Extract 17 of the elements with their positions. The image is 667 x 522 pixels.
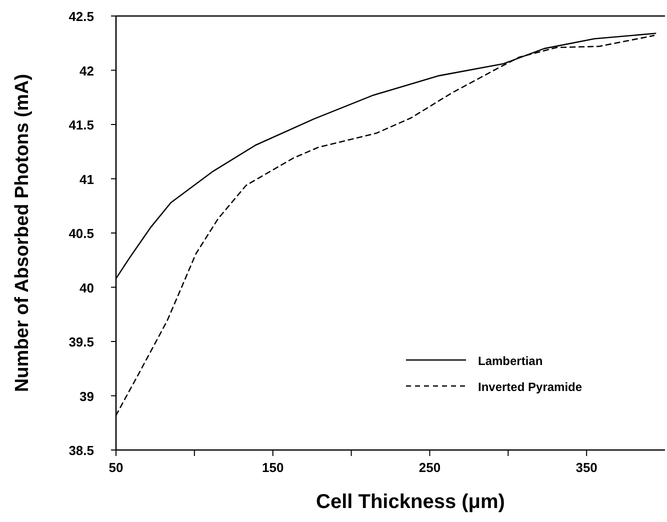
x-tick-label: 50 <box>108 460 124 475</box>
x-tick-label: 250 <box>418 460 441 475</box>
y-tick-label: 41 <box>80 172 94 187</box>
y-tick-label: 41.5 <box>68 118 94 132</box>
y-axis-title: Number of Absorbed Photons (mA) <box>12 74 33 392</box>
x-axis-title: Cell Thickness (μm) <box>316 491 505 513</box>
y-tick-label: 42 <box>80 63 94 78</box>
y-tick-label: 39.5 <box>68 334 94 350</box>
x-tick-label: 150 <box>262 460 284 475</box>
y-tick-label: 40.5 <box>68 226 94 241</box>
y-tick-label: 40 <box>80 280 94 296</box>
y-tick-label: 39 <box>80 388 94 404</box>
legend-label: Inverted Pyramide <box>478 380 582 394</box>
y-tick-label: 42.5 <box>68 9 94 24</box>
x-tick-label: 350 <box>576 460 598 475</box>
y-tick-label: 38.5 <box>68 443 94 458</box>
legend-label: Lambertian <box>478 354 543 368</box>
